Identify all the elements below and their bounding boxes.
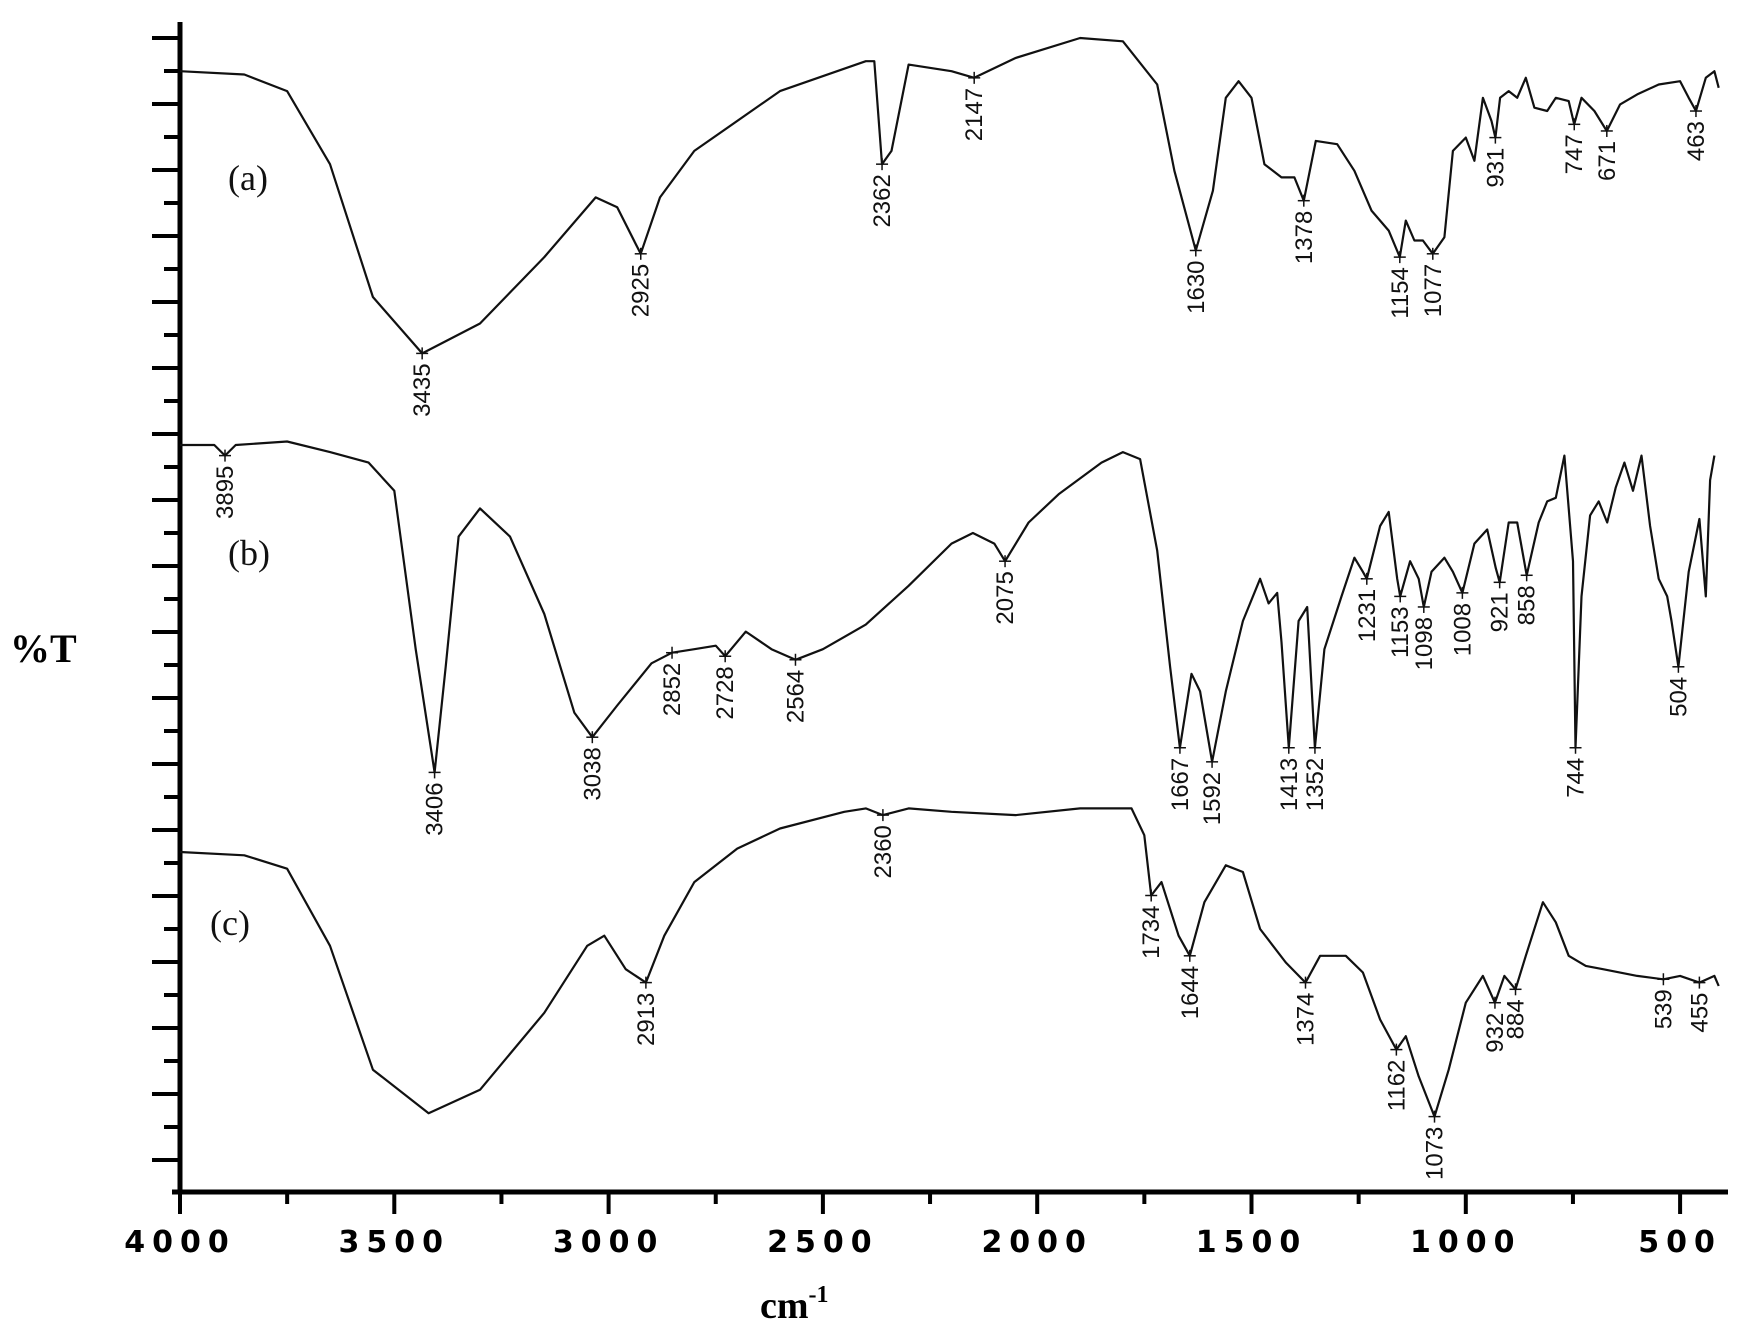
peak-label: 1077 bbox=[1420, 264, 1447, 317]
spectrum-curve-c bbox=[179, 807, 1720, 1118]
spectra-group bbox=[179, 36, 1720, 1118]
peak-label: 1734 bbox=[1138, 906, 1165, 959]
peak-label: 884 bbox=[1503, 999, 1530, 1039]
peak-label: 1352 bbox=[1302, 758, 1329, 811]
peak-label: 1231 bbox=[1354, 589, 1381, 642]
peak-label: 2564 bbox=[782, 670, 809, 723]
peak-label: 1378 bbox=[1291, 211, 1318, 264]
y-axis bbox=[152, 22, 183, 1192]
x-axis-label-exponent: -1 bbox=[809, 1282, 829, 1308]
peak-label: 1592 bbox=[1199, 772, 1226, 825]
peak-label: 3435 bbox=[409, 363, 436, 416]
peak-label: 1153 bbox=[1387, 606, 1414, 658]
peak-label: 1162 bbox=[1383, 1060, 1410, 1112]
series-label-a: (a) bbox=[228, 158, 268, 198]
peak-label: 747 bbox=[1561, 134, 1588, 174]
peak-label: 921 bbox=[1487, 592, 1514, 632]
spectrum-curve-a bbox=[179, 36, 1720, 355]
spectrum-curve-b bbox=[180, 440, 1716, 774]
x-tick-label: 500 bbox=[1638, 1225, 1722, 1260]
peak-label: 504 bbox=[1665, 677, 1692, 717]
peak-label: 3406 bbox=[422, 782, 449, 835]
peak-label: 671 bbox=[1594, 141, 1621, 181]
peak-label: 3038 bbox=[579, 747, 606, 800]
peak-label: 3895 bbox=[212, 466, 239, 519]
peak-label: 2075 bbox=[992, 571, 1019, 624]
x-axis: 4000 3500 3000 2500 2000 1500 1000 500 bbox=[124, 1189, 1728, 1260]
x-tick-label: 1000 bbox=[1410, 1225, 1522, 1260]
peak-label: 1413 bbox=[1276, 758, 1303, 811]
x-tick-label: 1500 bbox=[1196, 1225, 1308, 1260]
x-axis-label-unit: cm bbox=[760, 1285, 809, 1321]
peak-label: 1667 bbox=[1167, 758, 1194, 811]
peak-label: 539 bbox=[1650, 989, 1677, 1029]
peak-labels: 3435 2925 2362 2147 1630 1378 1154 1077 931 747 67… bbox=[212, 71, 1713, 1180]
y-axis-label: %T bbox=[10, 626, 77, 671]
peak-label: 2913 bbox=[633, 993, 660, 1046]
series-label-c: (c) bbox=[210, 903, 250, 943]
series-label-b: (b) bbox=[228, 533, 270, 573]
peak-label: 455 bbox=[1686, 993, 1713, 1033]
peak-label: 2362 bbox=[869, 174, 896, 227]
peak-label: 2852 bbox=[659, 663, 686, 716]
peak-label: 1374 bbox=[1293, 993, 1320, 1046]
peak-label: 2925 bbox=[628, 264, 655, 317]
peak-label: 744 bbox=[1563, 758, 1590, 798]
x-tick-label: 2500 bbox=[767, 1225, 879, 1260]
peak-label: 1644 bbox=[1177, 966, 1204, 1019]
peak-label: 858 bbox=[1514, 585, 1541, 625]
peak-label: 1630 bbox=[1183, 260, 1210, 313]
peak-label: 1154 bbox=[1387, 267, 1414, 319]
x-tick-label: 3000 bbox=[553, 1225, 665, 1260]
x-tick-label: 4000 bbox=[124, 1225, 236, 1260]
peak-label: 2147 bbox=[961, 88, 988, 141]
peak-label: 2728 bbox=[712, 666, 739, 719]
peak-label: 1098 bbox=[1411, 617, 1438, 670]
peak-label: 463 bbox=[1683, 121, 1710, 161]
peak-label: 932 bbox=[1482, 1013, 1509, 1053]
peak-label: 1008 bbox=[1449, 603, 1476, 656]
peak-label: 931 bbox=[1482, 148, 1509, 188]
x-tick-label: 3500 bbox=[339, 1225, 451, 1260]
peak-label: 1073 bbox=[1422, 1127, 1449, 1180]
x-tick-label: 2000 bbox=[981, 1225, 1093, 1260]
x-axis-label: cm-1 bbox=[760, 1282, 829, 1321]
peak-label: 2360 bbox=[870, 825, 897, 878]
